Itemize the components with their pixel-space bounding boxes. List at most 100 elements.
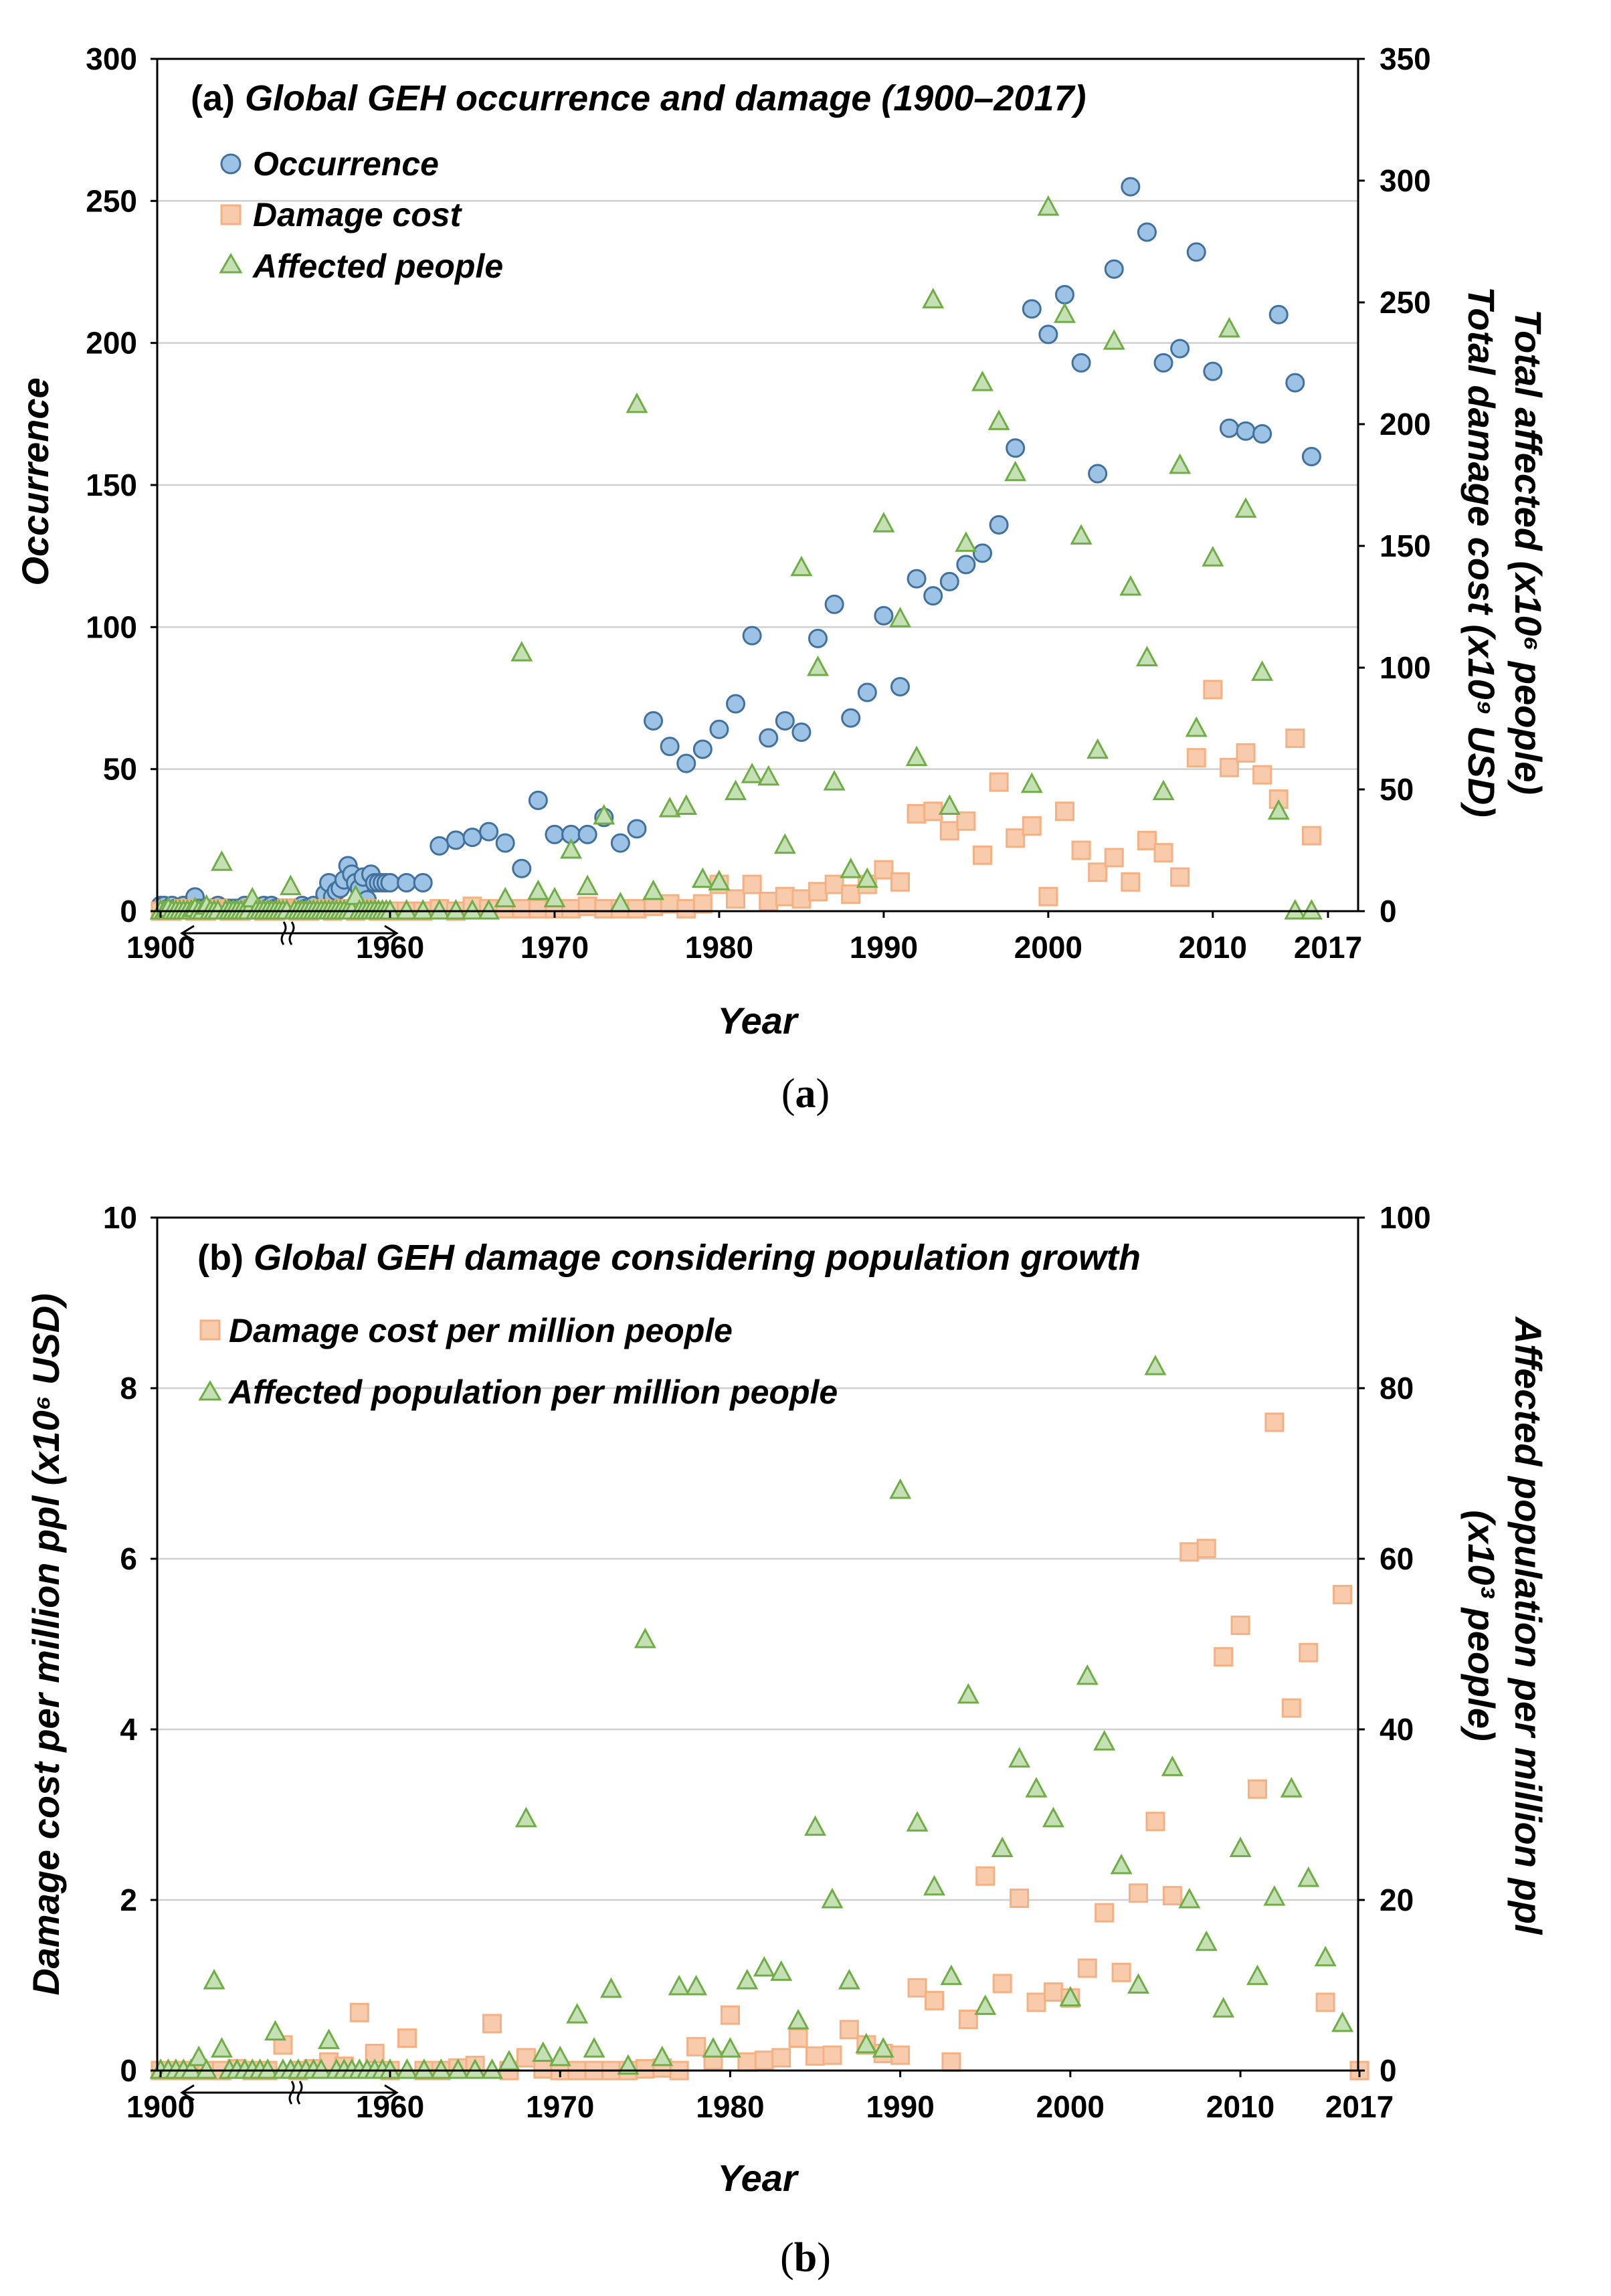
data-point (675, 794, 698, 815)
data-point (1178, 1887, 1201, 1909)
data-point (1280, 1777, 1303, 1798)
data-point (1301, 447, 1321, 467)
x-tick-label: 2017 (1325, 2089, 1394, 2124)
data-point (1037, 195, 1060, 216)
legend-affected-label: Affected people (252, 248, 503, 285)
data-point (481, 2058, 504, 2079)
data-point (923, 1875, 945, 1896)
data-point (1218, 316, 1240, 338)
data-point (702, 2036, 725, 2058)
data-point (1170, 867, 1190, 887)
data-point (1144, 1354, 1167, 1375)
data-point (989, 514, 1009, 535)
data-point (610, 833, 630, 853)
data-point (1230, 1615, 1250, 1635)
legend-damage-pc-marker (199, 1319, 221, 1341)
x-ticks-a: 1900 1960 1970 1980 1990 2000 2010 2017 (126, 911, 1362, 965)
x-tick-label: 1980 (696, 2089, 764, 2124)
y-left-tick-label: 0 (120, 2053, 137, 2088)
data-point (210, 2036, 233, 2058)
data-point (379, 898, 401, 920)
data-point (1022, 816, 1042, 836)
data-point (428, 898, 451, 920)
data-point (726, 889, 746, 909)
data-point (922, 288, 945, 308)
data-point (310, 2058, 333, 2079)
data-point (528, 790, 548, 810)
data-point (972, 845, 992, 865)
data-point (1252, 765, 1272, 785)
y-right-tick-label: 60 (1380, 1541, 1414, 1576)
data-point (1025, 1777, 1048, 1798)
data-point (635, 2059, 655, 2079)
legend-affected-pc-marker (198, 1379, 222, 1401)
x-tick-label: 2000 (1036, 2089, 1105, 2124)
data-point (533, 2059, 553, 2079)
data-point (1202, 546, 1224, 567)
data-point (1170, 339, 1190, 359)
data-point (1071, 353, 1091, 373)
data-point (627, 819, 647, 839)
data-point (345, 884, 367, 905)
data-point (660, 894, 680, 914)
data-point (1135, 646, 1158, 666)
data-point (1006, 438, 1026, 458)
data-point (1088, 464, 1108, 484)
data-point (955, 531, 977, 552)
x-tick-label: 1900 (126, 930, 195, 965)
data-point (890, 677, 910, 697)
data-point (757, 765, 780, 786)
data-point (939, 821, 959, 841)
y-right-tick-label: 100 (1380, 1200, 1431, 1235)
data-point (560, 838, 583, 859)
data-point (856, 867, 878, 888)
data-point (1070, 524, 1093, 545)
data-point (938, 794, 961, 815)
data-point (987, 409, 1010, 430)
data-point (742, 626, 762, 646)
data-point (1264, 1412, 1285, 1432)
data-point (691, 867, 714, 888)
data-point (742, 874, 762, 894)
y-right-tick-label: 0 (1380, 894, 1397, 929)
data-point (941, 2052, 961, 2072)
data-point (775, 710, 795, 731)
data-point (1186, 748, 1206, 768)
data-point (634, 1627, 656, 1648)
data-point (495, 833, 515, 853)
data-point (991, 1836, 1014, 1857)
data-point (1129, 1883, 1149, 1903)
data-point (1145, 1812, 1165, 1832)
data-point (1153, 843, 1173, 863)
y-right-tick-label: 20 (1380, 1883, 1414, 1917)
data-point (975, 1866, 996, 1886)
data-point (821, 1887, 844, 1909)
y-left-tick-label: 100 (86, 609, 137, 644)
data-point (1234, 497, 1257, 518)
data-point (788, 2028, 808, 2048)
data-point (1284, 898, 1307, 920)
data-point (1297, 1866, 1320, 1887)
data-point (692, 894, 713, 914)
data-point (498, 2050, 520, 2071)
data-point (411, 898, 434, 920)
data-point (256, 2058, 279, 2079)
data-point (770, 1960, 793, 1981)
data-point (874, 605, 894, 626)
x-axis-title-a: Year (717, 999, 799, 1042)
data-point (527, 879, 549, 900)
data-point (823, 769, 846, 791)
data-point (1212, 1997, 1235, 2018)
y-left-tick-label: 2 (120, 1883, 137, 1917)
data-point (1219, 757, 1239, 777)
data-point (577, 896, 597, 917)
data-point (1152, 779, 1175, 801)
data-point (180, 2058, 203, 2079)
series-affected-people (149, 195, 1323, 920)
data-point (543, 886, 566, 908)
data-point (939, 571, 959, 591)
data-point (1093, 1729, 1116, 1751)
data-point (1054, 284, 1074, 304)
x-tick-label: 2010 (1179, 930, 1247, 965)
